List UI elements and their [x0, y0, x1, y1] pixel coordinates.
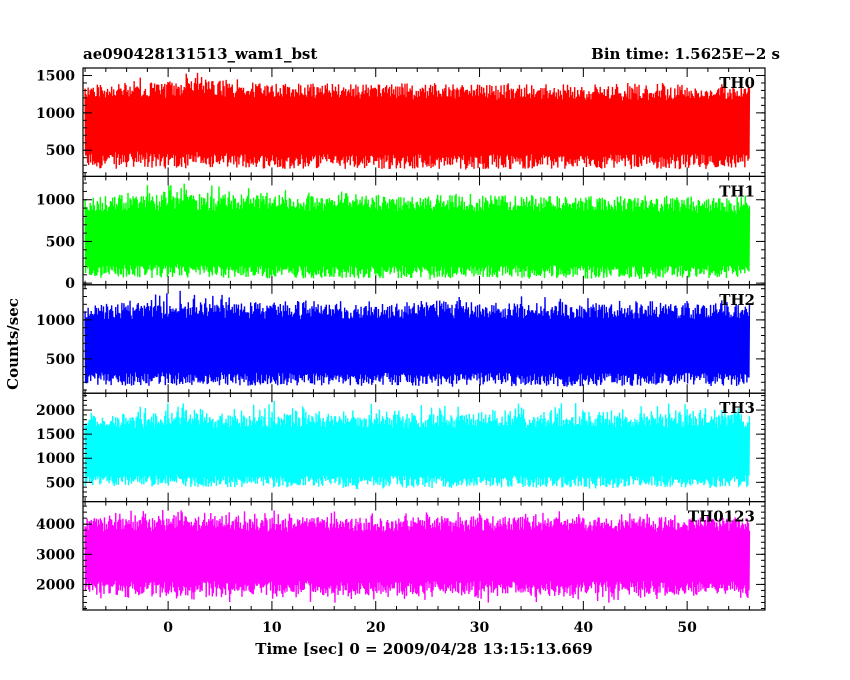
y-tick-label-th3: 1000 — [36, 451, 75, 467]
panel-label-th0: TH0 — [719, 74, 755, 92]
panel-label-th0123: TH0123 — [688, 508, 755, 526]
panel-frame-th0123 — [82, 501, 766, 611]
x-tick-label: 30 — [470, 620, 490, 636]
y-axis-label: Counts/sec — [4, 298, 22, 390]
panel-label-th1: TH1 — [719, 182, 755, 200]
x-tick-label: 20 — [366, 620, 386, 636]
series-band-th3 — [85, 426, 750, 478]
y-tick-label-th1: 0 — [65, 276, 75, 292]
x-tick-label: 50 — [677, 620, 697, 636]
x-tick-label: 10 — [262, 620, 282, 636]
y-tick-label-th0: 1500 — [36, 68, 75, 84]
y-tick-label-th0123: 2000 — [36, 577, 75, 593]
x-axis-label: Time [sec] 0 = 2009/04/28 13:15:13.669 — [255, 640, 592, 658]
y-tick-label-th0123: 4000 — [36, 517, 75, 533]
y-tick-label-th0123: 3000 — [36, 547, 75, 563]
series-band-th0 — [85, 95, 750, 157]
series-band-th0123 — [85, 529, 750, 583]
y-tick-label-th0: 500 — [46, 143, 75, 159]
y-tick-label-th3: 1500 — [36, 427, 75, 443]
y-tick-label-th2: 1000 — [36, 313, 75, 329]
series-band-th2 — [85, 317, 750, 375]
x-tick-label: 40 — [574, 620, 594, 636]
panel-label-th3: TH3 — [719, 399, 755, 417]
bin-time-label: Bin time: 1.5625E−2 s — [591, 45, 780, 63]
series-band-th1 — [85, 209, 750, 268]
x-tick-label: 0 — [163, 620, 173, 636]
plot-title: ae090428131513_wam1_bst — [83, 45, 317, 63]
y-tick-label-th1: 500 — [46, 234, 75, 250]
y-tick-label-th0: 1000 — [36, 106, 75, 122]
y-tick-label-th3: 2000 — [36, 403, 75, 419]
panel-label-th2: TH2 — [719, 291, 755, 309]
y-tick-label-th3: 500 — [46, 475, 75, 491]
y-tick-label-th1: 1000 — [36, 193, 75, 209]
y-tick-label-th2: 500 — [46, 352, 75, 368]
